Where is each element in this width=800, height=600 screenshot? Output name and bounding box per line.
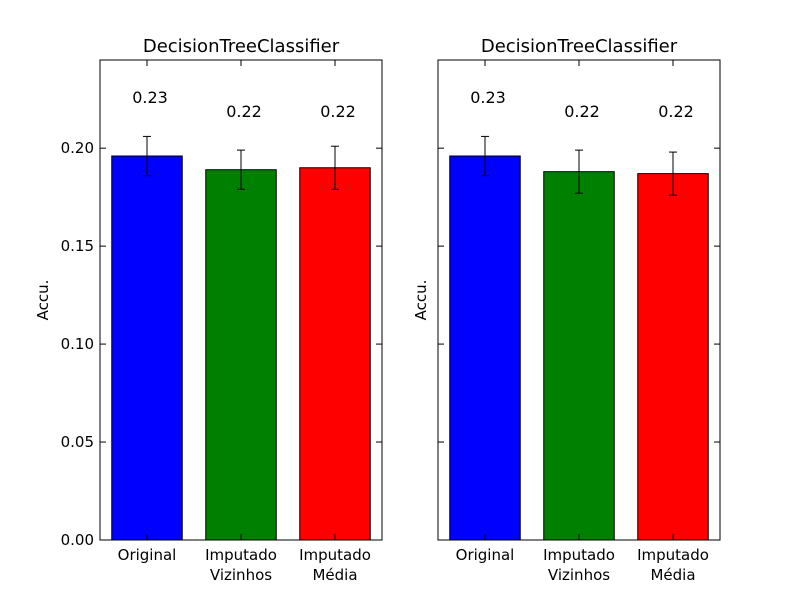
bar-1 — [449, 155, 521, 541]
bar-2 — [543, 171, 615, 541]
y-tick-label: 0.15 — [61, 237, 94, 255]
chart-title: DecisionTreeClassifier — [481, 36, 678, 57]
bar-3 — [299, 167, 371, 541]
x-tick-label-3: Imputado Média — [637, 546, 709, 584]
y-axis-label: Accu. — [34, 280, 52, 321]
x-tick-line: Imputado — [205, 546, 277, 564]
x-tick-label-1: Original — [118, 546, 177, 564]
chart-panel-1: DecisionTreeClassifier 0.23 Original 0.22 Im… — [34, 36, 383, 584]
x-tick-line: Vizinhos — [548, 566, 610, 584]
x-tick-line: Média — [650, 566, 695, 584]
x-tick-label-2: Imputado Vizinhos — [205, 546, 277, 584]
bar-2 — [205, 169, 277, 541]
bar-1 — [111, 155, 183, 541]
chart-title: DecisionTreeClassifier — [143, 36, 340, 57]
data-label-3: 0.22 — [658, 102, 694, 121]
x-tick-line: Média — [312, 566, 357, 584]
data-label-2: 0.22 — [226, 102, 262, 121]
x-tick-label-2: Imputado Vizinhos — [543, 546, 615, 584]
x-tick-line: Imputado — [637, 546, 709, 564]
x-tick-label-1: Original — [456, 546, 515, 564]
y-tick-label: 0.20 — [61, 139, 94, 157]
y-tick-label: 0.00 — [61, 531, 94, 549]
x-tick-line: Imputado — [543, 546, 615, 564]
chart-panel-2: DecisionTreeClassifier 0.23 Original 0.22 Im… — [412, 36, 721, 584]
y-tick-label: 0.05 — [61, 433, 94, 451]
y-axis-label: Accu. — [412, 280, 430, 321]
data-label-1: 0.23 — [132, 88, 168, 107]
bar-3 — [637, 173, 709, 541]
x-tick-label-3: Imputado Média — [299, 546, 371, 584]
x-tick-line: Original — [118, 546, 177, 564]
x-tick-line: Original — [456, 546, 515, 564]
data-label-1: 0.23 — [470, 88, 506, 107]
x-tick-line: Imputado — [299, 546, 371, 564]
data-label-3: 0.22 — [320, 102, 356, 121]
x-tick-line: Vizinhos — [210, 566, 272, 584]
y-tick-label: 0.10 — [61, 335, 94, 353]
data-label-2: 0.22 — [564, 102, 600, 121]
